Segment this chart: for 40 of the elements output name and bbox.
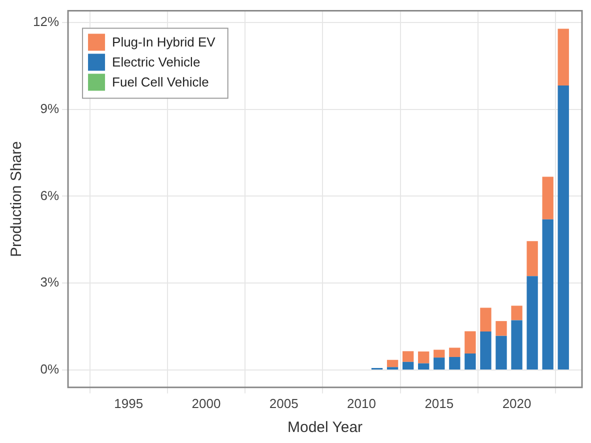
legend-label: Plug-In Hybrid EV	[112, 34, 216, 50]
bar	[402, 351, 414, 362]
bar	[464, 331, 476, 354]
x-tick-label: 2010	[347, 396, 376, 411]
x-tick-label: 2000	[192, 396, 221, 411]
y-axis-title: Production Share	[8, 141, 26, 258]
bar	[464, 354, 476, 370]
x-axis-title: Model Year	[287, 419, 363, 436]
x-tick-label: 1995	[114, 396, 144, 411]
y-tick-label: 3%	[40, 274, 60, 290]
bar	[526, 276, 538, 370]
bar	[418, 363, 430, 370]
y-tick-label: 12%	[32, 14, 60, 29]
bar	[542, 219, 554, 370]
bar	[386, 367, 398, 370]
y-tick-label: 6%	[40, 188, 60, 203]
bar	[511, 320, 522, 370]
bar	[418, 351, 430, 364]
x-tick-label: 2020	[502, 396, 532, 411]
bar	[558, 28, 569, 86]
bar	[449, 356, 460, 370]
y-tick-label: 0%	[40, 362, 60, 377]
bar	[526, 241, 538, 276]
bar	[480, 331, 492, 370]
bar	[449, 348, 460, 357]
legend-label: Electric Vehicle	[112, 54, 200, 70]
bar	[496, 336, 507, 370]
bar	[386, 360, 398, 368]
y-tick-label: 9%	[40, 100, 60, 116]
x-tick-label: 2005	[269, 396, 298, 411]
bar	[496, 321, 507, 336]
bar	[480, 308, 492, 332]
x-tick-label: 2015	[424, 396, 454, 411]
bar	[402, 362, 414, 370]
bar	[434, 358, 445, 370]
bar	[558, 86, 569, 370]
bar	[434, 350, 445, 358]
legend-label: Fuel Cell Vehicle	[112, 74, 209, 90]
bar	[542, 176, 554, 220]
bar	[511, 306, 522, 320]
